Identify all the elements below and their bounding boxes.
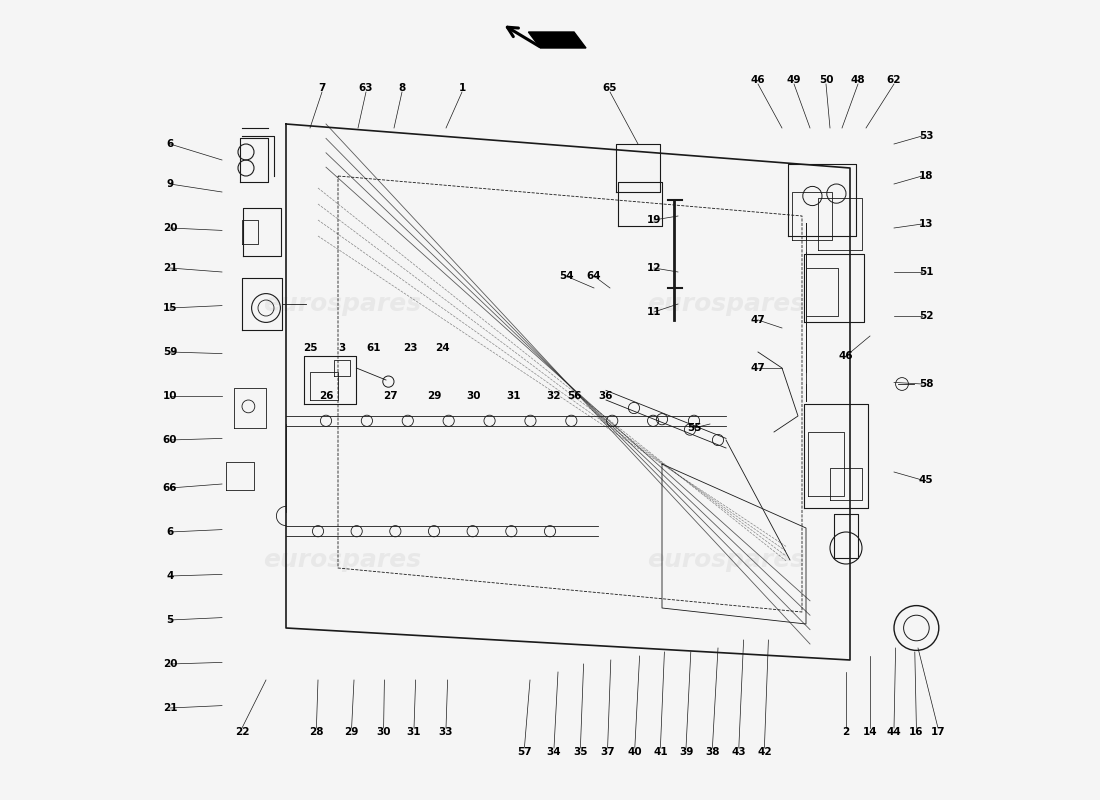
Text: 6: 6 (166, 527, 174, 537)
Text: 60: 60 (163, 435, 177, 445)
Text: 21: 21 (163, 263, 177, 273)
Text: 39: 39 (679, 747, 693, 757)
Text: 49: 49 (786, 75, 801, 85)
Text: 27: 27 (383, 391, 397, 401)
Text: 15: 15 (163, 303, 177, 313)
Text: 51: 51 (918, 267, 933, 277)
Text: 32: 32 (547, 391, 561, 401)
Text: 9: 9 (166, 179, 174, 189)
Text: 47: 47 (750, 363, 766, 373)
Text: 62: 62 (887, 75, 901, 85)
Text: 31: 31 (507, 391, 521, 401)
Text: 30: 30 (466, 391, 482, 401)
Text: 11: 11 (647, 307, 661, 317)
Text: 28: 28 (309, 727, 323, 737)
Text: 53: 53 (918, 131, 933, 141)
Text: 34: 34 (547, 747, 561, 757)
Text: 42: 42 (757, 747, 772, 757)
Text: 5: 5 (166, 615, 174, 625)
Text: 57: 57 (517, 747, 531, 757)
Text: 63: 63 (359, 83, 373, 93)
Text: 31: 31 (407, 727, 421, 737)
Text: 35: 35 (573, 747, 587, 757)
Text: 23: 23 (403, 343, 417, 353)
Text: 18: 18 (918, 171, 933, 181)
Text: 37: 37 (601, 747, 615, 757)
Text: 45: 45 (918, 475, 933, 485)
Polygon shape (528, 32, 586, 48)
Text: 20: 20 (163, 659, 177, 669)
Text: 43: 43 (732, 747, 746, 757)
Text: 36: 36 (598, 391, 614, 401)
Text: 7: 7 (318, 83, 326, 93)
Text: eurospares: eurospares (263, 548, 421, 572)
Text: 10: 10 (163, 391, 177, 401)
Text: 3: 3 (339, 343, 345, 353)
Text: 59: 59 (163, 347, 177, 357)
Text: 64: 64 (586, 271, 602, 281)
Text: 12: 12 (647, 263, 661, 273)
Text: 6: 6 (166, 139, 174, 149)
Text: 50: 50 (818, 75, 834, 85)
Text: 54: 54 (559, 271, 573, 281)
Text: 8: 8 (398, 83, 406, 93)
Text: 17: 17 (931, 727, 945, 737)
Text: 29: 29 (427, 391, 441, 401)
Text: 46: 46 (750, 75, 766, 85)
Text: 58: 58 (918, 379, 933, 389)
Text: 48: 48 (850, 75, 866, 85)
Text: 22: 22 (234, 727, 250, 737)
Text: 40: 40 (627, 747, 642, 757)
Text: 2: 2 (843, 727, 849, 737)
Text: eurospares: eurospares (647, 292, 805, 316)
Text: 66: 66 (163, 483, 177, 493)
Text: 29: 29 (344, 727, 359, 737)
Text: 13: 13 (918, 219, 933, 229)
Text: 38: 38 (705, 747, 719, 757)
Text: 33: 33 (439, 727, 453, 737)
Text: 19: 19 (647, 215, 661, 225)
Text: 61: 61 (366, 343, 382, 353)
Text: 56: 56 (566, 391, 581, 401)
Text: 1: 1 (459, 83, 465, 93)
Text: 21: 21 (163, 703, 177, 713)
Text: 25: 25 (302, 343, 317, 353)
Text: 20: 20 (163, 223, 177, 233)
Text: 47: 47 (750, 315, 766, 325)
Text: 44: 44 (887, 727, 901, 737)
Text: 46: 46 (838, 351, 854, 361)
Text: 30: 30 (376, 727, 390, 737)
Text: 26: 26 (319, 391, 333, 401)
Text: 55: 55 (686, 423, 702, 433)
Text: 52: 52 (918, 311, 933, 321)
Text: eurospares: eurospares (647, 548, 805, 572)
Text: eurospares: eurospares (263, 292, 421, 316)
Text: 16: 16 (909, 727, 924, 737)
Text: 41: 41 (653, 747, 668, 757)
Text: 24: 24 (434, 343, 449, 353)
Text: 4: 4 (166, 571, 174, 581)
Text: 14: 14 (862, 727, 878, 737)
Text: 65: 65 (603, 83, 617, 93)
